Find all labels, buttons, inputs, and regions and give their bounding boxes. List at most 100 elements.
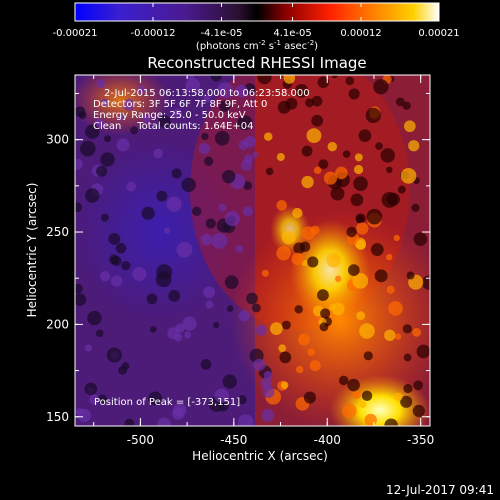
texture-blob: [393, 234, 400, 242]
texture-blob: [366, 208, 383, 225]
texture-blob: [260, 378, 272, 390]
texture-blob: [307, 348, 315, 356]
colorbar-tick-label: -0.00021: [53, 28, 98, 39]
texture-blob: [411, 203, 420, 213]
texture-blob: [335, 166, 348, 180]
texture-blob: [363, 351, 373, 361]
texture-blob: [148, 391, 163, 406]
rhessi-plot: Reconstructed RHESSI Image -500 -450 -400-…: [25, 54, 434, 463]
texture-blob: [222, 374, 237, 389]
texture-blob: [386, 166, 393, 174]
texture-blob: [403, 120, 416, 133]
texture-blob: [142, 114, 151, 123]
texture-blob: [413, 232, 428, 246]
texture-blob: [219, 100, 231, 112]
texture-blob: [355, 239, 367, 250]
texture-blob: [213, 322, 220, 329]
texture-blob: [174, 333, 183, 342]
detectors-info: Detectors: 3F 5F 6F 7F 8F 9F, Att 0: [93, 99, 268, 110]
texture-blob: [101, 98, 109, 107]
y-tick-label: 150: [46, 410, 69, 424]
y-tick-label: 200: [46, 317, 69, 331]
texture-blob: [298, 333, 310, 346]
texture-blob: [342, 403, 357, 419]
plot-frame: [74, 74, 431, 427]
colorbar-ticks: -0.00021 -0.00012 -4.1e-05 4.1e-05 0.00012 0.…: [53, 2, 460, 39]
texture-blob: [386, 192, 400, 206]
texture-blob: [342, 150, 351, 158]
texture-blob: [352, 272, 369, 289]
texture-blob: [108, 233, 121, 245]
texture-blob: [356, 222, 369, 235]
texture-blob: [157, 417, 171, 426]
texture-blob: [403, 383, 413, 394]
texture-blob: [261, 269, 269, 277]
texture-blob: [158, 115, 171, 128]
texture-blob: [263, 370, 273, 380]
texture-blob: [97, 394, 108, 404]
texture-blob: [210, 75, 222, 82]
texture-blob: [370, 243, 384, 256]
texture-blob: [87, 310, 102, 326]
texture-blob: [402, 101, 411, 110]
texture-blob: [237, 395, 247, 405]
texture-blob: [238, 310, 250, 322]
texture-blob: [84, 382, 98, 396]
texture-blob: [406, 271, 415, 280]
texture-blob: [412, 327, 422, 337]
texture-blob: [242, 206, 253, 217]
texture-blob: [100, 152, 115, 167]
texture-blob: [156, 190, 168, 202]
texture-blob: [364, 413, 377, 426]
texture-blob: [353, 176, 368, 192]
texture-blob: [226, 305, 234, 312]
texture-blob: [279, 351, 292, 364]
texture-blob: [96, 165, 108, 177]
texture-blob: [214, 388, 229, 403]
texture-blob: [205, 218, 216, 229]
texture-blob: [235, 84, 248, 98]
texture-blob: [172, 407, 185, 420]
texture-blob: [311, 114, 324, 127]
texture-blob: [253, 358, 266, 371]
y-tick-label: 300: [46, 133, 69, 147]
texture-blob: [99, 271, 111, 282]
texture-blob: [217, 82, 234, 99]
texture-blob: [200, 359, 212, 370]
colorbar-tick-label: 4.1e-05: [273, 28, 311, 39]
observation-time-range: 2-Jul-2015 06:13:58.000 to 06:23:58.000: [104, 88, 310, 99]
texture-blob: [121, 362, 130, 370]
texture-blob: [110, 275, 123, 287]
texture-blob: [257, 75, 272, 85]
texture-blob: [106, 347, 122, 363]
texture-blob: [347, 264, 360, 276]
texture-blob: [317, 76, 330, 89]
texture-blob: [75, 158, 83, 170]
texture-blob: [251, 303, 261, 313]
texture-blob: [421, 275, 430, 290]
texture-blob: [95, 329, 104, 338]
texture-blob: [394, 392, 403, 402]
texture-blob: [168, 289, 181, 302]
texture-blob: [276, 200, 288, 211]
texture-blob: [301, 175, 314, 189]
texture-blob: [163, 227, 171, 234]
texture-blob: [384, 329, 396, 342]
texture-blob: [320, 308, 331, 319]
texture-blob: [359, 401, 367, 409]
texture-blob: [295, 365, 304, 374]
texture-blob: [303, 391, 316, 404]
texture-blob: [75, 202, 82, 213]
texture-blob: [255, 324, 267, 336]
texture-blob: [356, 215, 364, 223]
texture-blob: [79, 140, 96, 157]
texture-blob: [330, 186, 345, 201]
texture-blob: [122, 98, 135, 111]
texture-blob: [184, 331, 192, 339]
texture-blob: [386, 253, 393, 261]
texture-blob: [104, 135, 112, 143]
texture-blob: [214, 130, 230, 146]
texture-blob: [171, 168, 182, 179]
energy-range: Energy Range: 25.0 - 50.0 keV: [93, 110, 246, 121]
texture-blob: [326, 252, 342, 268]
